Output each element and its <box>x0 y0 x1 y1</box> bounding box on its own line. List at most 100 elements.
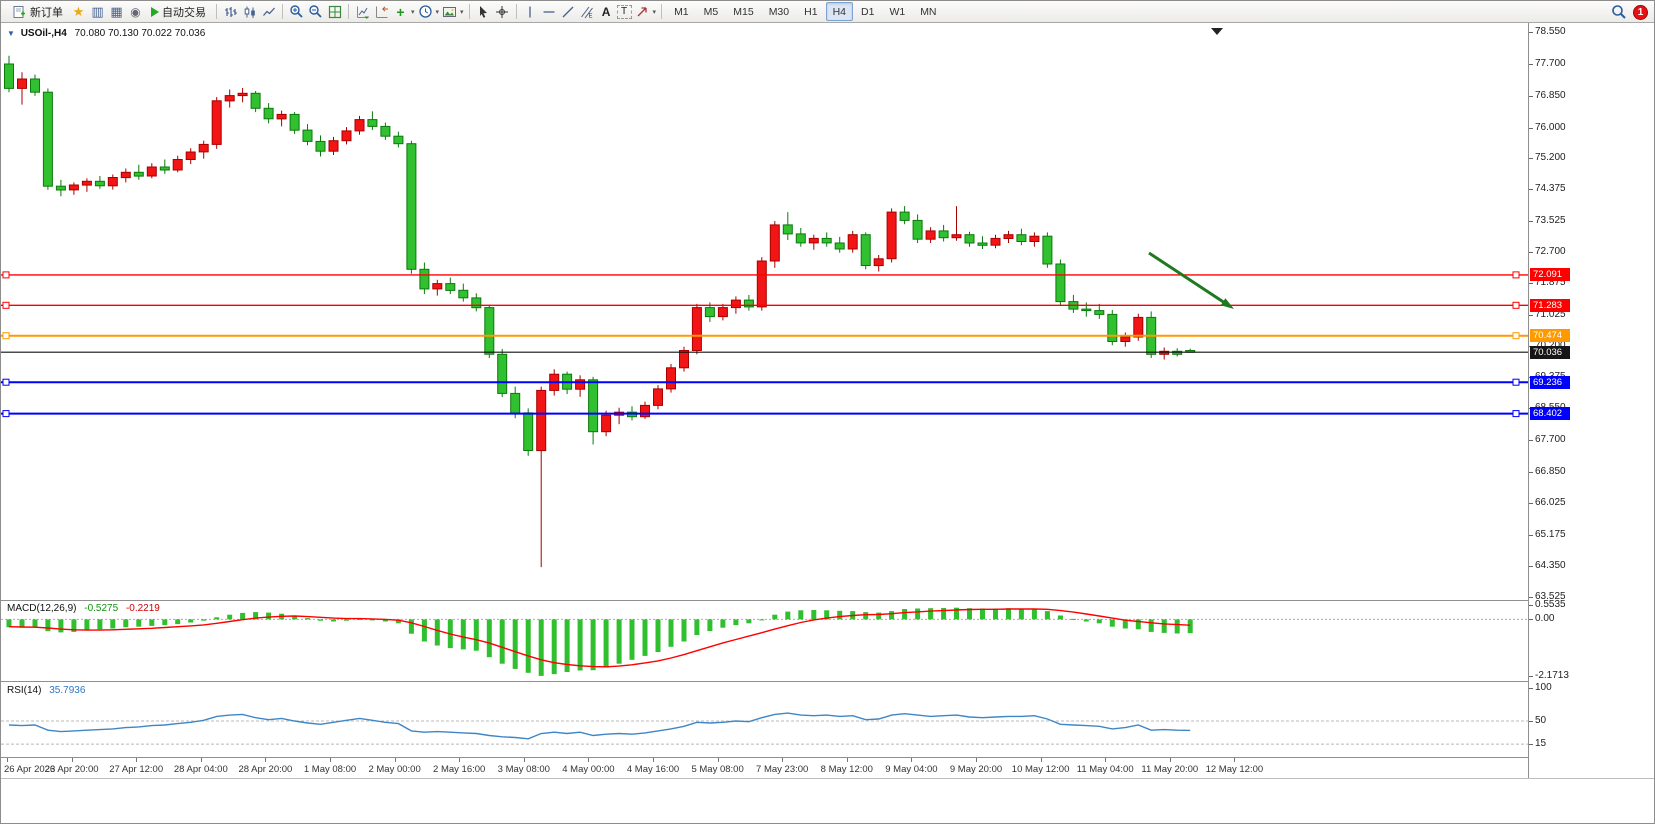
horizontal-line[interactable] <box>1 271 1528 279</box>
rsi-value: 35.7936 <box>49 685 86 696</box>
tile-windows-icon[interactable] <box>326 3 343 20</box>
time-axis-label: 12 May 12:00 <box>1205 764 1264 775</box>
macd-axis-label: 0.00 <box>1535 613 1555 625</box>
symbol-icon[interactable]: ▼ <box>7 29 15 38</box>
timeframe-button-m30[interactable]: M30 <box>762 2 796 21</box>
price-axis-label: 71.875 <box>1535 277 1566 288</box>
data-window-icon[interactable]: ▦ <box>110 4 123 19</box>
time-axis-label: 2 May 00:00 <box>368 764 421 775</box>
price-axis-label: 76.850 <box>1535 89 1566 101</box>
candlestick-mode-icon[interactable] <box>241 3 258 20</box>
price-axis-label: 74.375 <box>1535 183 1566 194</box>
notification-badge[interactable]: 1 <box>1633 4 1648 20</box>
timeframe-button-m5[interactable]: M5 <box>697 2 726 21</box>
price-axis-label: 77.700 <box>1535 58 1566 69</box>
price-axis-label: 66.025 <box>1535 497 1566 508</box>
rsi-axis-label: 15 <box>1535 738 1547 750</box>
timeframe-button-m1[interactable]: M1 <box>667 2 696 21</box>
scale-divider <box>1528 23 1529 778</box>
search-icon[interactable] <box>1610 4 1627 21</box>
periods-icon[interactable] <box>417 3 434 20</box>
autotrade-label: 自动交易 <box>162 6 206 19</box>
line-chart-mode-icon[interactable] <box>260 3 277 20</box>
toolbar-right: 1 <box>1610 1 1648 23</box>
time-axis-label: 7 May 23:00 <box>756 764 809 775</box>
shapes-tool-icon[interactable] <box>634 3 651 20</box>
price-axis-label: 71.025 <box>1535 309 1566 320</box>
macd-axis-label: 0.5535 <box>1535 599 1566 610</box>
new-order-button[interactable]: 新订单 <box>5 2 68 21</box>
price-axis-label: 64.350 <box>1535 560 1566 571</box>
time-axis-label: 2 May 16:00 <box>433 764 486 775</box>
vertical-line-tool-icon[interactable] <box>522 3 539 20</box>
macd-axis-label: -2.1713 <box>1535 670 1569 681</box>
price-axis-label: 65.175 <box>1535 529 1566 540</box>
time-axis-label: 9 May 20:00 <box>949 764 1003 775</box>
trend-arrow-annotation[interactable] <box>1148 251 1234 309</box>
templates-dropdown-icon[interactable]: ▾ <box>460 8 464 16</box>
new-order-label: 新订单 <box>30 6 63 19</box>
favorites-icon[interactable]: ★ <box>72 4 85 19</box>
auto-scroll-icon[interactable] <box>354 3 371 20</box>
trendline-tool-icon[interactable] <box>560 3 577 20</box>
horizontal-line[interactable] <box>1 410 1528 418</box>
timeframe-button-mn[interactable]: MN <box>913 2 943 21</box>
separator <box>216 4 217 19</box>
time-axis-label: 27 Apr 12:00 <box>109 764 164 775</box>
time-axis-label: 11 May 04:00 <box>1076 764 1134 775</box>
bar-chart-mode-icon[interactable] <box>222 3 239 20</box>
shapes-dropdown-icon[interactable]: ▾ <box>652 8 657 16</box>
timeframe-button-m15[interactable]: M15 <box>726 2 760 21</box>
time-axis-label: 10 May 12:00 <box>1011 764 1070 775</box>
equidistant-channel-tool-icon[interactable]: E <box>579 3 596 20</box>
zoom-out-icon[interactable] <box>307 3 324 20</box>
price-scale[interactable]: 78.550 77.700 76.850 76.000 75.200 74.375 73.5… <box>1529 23 1654 778</box>
indicators-dropdown-icon[interactable]: ▾ <box>411 8 415 16</box>
horizontal-line-tool-icon[interactable] <box>541 3 558 20</box>
timeframe-button-h4[interactable]: H4 <box>825 2 853 21</box>
macd-label: MACD(12,26,9) -0.5275 -0.2219 <box>7 603 160 614</box>
time-axis-label: 1 May 08:00 <box>303 764 357 775</box>
separator <box>468 4 470 19</box>
macd-signal-value: -0.2219 <box>125 603 160 614</box>
horizontal-line[interactable] <box>1 378 1528 386</box>
macd-main-value: -0.5275 <box>84 603 119 614</box>
toolbar: 新订单 ★ ▥ ▦ ◉ 自动交易 + ▾ ▾ ▾ E A T ▾ <box>1 1 1654 23</box>
horizontal-line[interactable] <box>1 301 1528 309</box>
text-tool-icon[interactable]: A <box>601 4 611 19</box>
templates-icon[interactable] <box>441 3 458 20</box>
crosshair-icon[interactable] <box>494 3 511 20</box>
zoom-in-icon[interactable] <box>288 3 305 20</box>
chart-canvas[interactable] <box>1 23 1528 600</box>
price-axis-label: 70.200 <box>1535 340 1566 351</box>
periods-dropdown-icon[interactable]: ▾ <box>435 8 440 16</box>
price-badge: 72.091 <box>1530 268 1570 282</box>
time-axis[interactable]: 26 Apr 2023 26 Apr 20:00 27 Apr 12:00 28 Ap… <box>1 758 1654 778</box>
chart-shift-icon[interactable] <box>373 3 390 20</box>
cursor-icon[interactable] <box>475 3 492 20</box>
timeframe-group: M1 M5 M15 M30 H1 H4 D1 W1 MN <box>667 2 943 21</box>
label-tool-icon[interactable]: T <box>616 4 632 19</box>
timeframe-button-w1[interactable]: W1 <box>882 2 912 21</box>
indicators-icon[interactable]: + <box>396 3 405 20</box>
time-axis-label: 26 Apr 2023 <box>4 764 56 775</box>
chart-shift-marker[interactable] <box>1211 28 1223 35</box>
price-axis-label: 76.000 <box>1535 121 1566 133</box>
panel-separator[interactable] <box>1 681 1654 682</box>
separator <box>348 4 349 19</box>
horizontal-line[interactable] <box>1 332 1528 340</box>
price-badge: 69.236 <box>1530 375 1570 389</box>
price-badge: 68.402 <box>1530 407 1570 421</box>
separator <box>282 4 283 19</box>
timeframe-button-h1[interactable]: H1 <box>797 2 824 21</box>
rsi-axis-label: 50 <box>1535 715 1547 726</box>
autotrade-button[interactable]: 自动交易 <box>146 2 211 21</box>
strategy-tester-icon[interactable]: ◉ <box>130 4 141 19</box>
chart-title-symbol: USOil-,H4 <box>20 28 67 39</box>
macd-panel[interactable] <box>1 601 1528 680</box>
rsi-axis-label: 100 <box>1535 682 1552 693</box>
timeframe-button-d1[interactable]: D1 <box>854 2 881 21</box>
market-watch-icon[interactable]: ▥ <box>91 4 104 19</box>
rsi-panel[interactable] <box>1 682 1528 757</box>
panel-separator[interactable] <box>1 600 1654 601</box>
